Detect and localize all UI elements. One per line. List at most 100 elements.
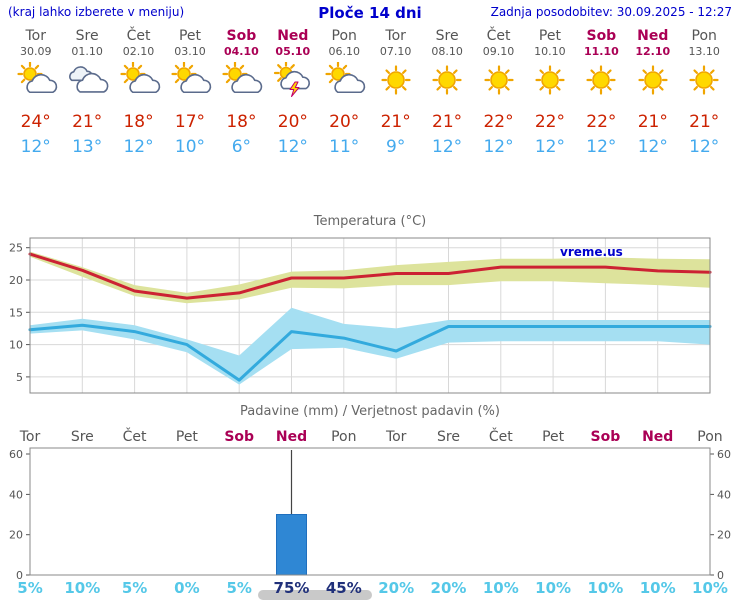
precip-probability: 5% [226, 579, 251, 597]
day-cell: Tor 30.09 24° 12° [10, 28, 61, 158]
day-date: 01.10 [71, 45, 103, 58]
precip-day-label: Pet [176, 429, 199, 445]
precip-day-label: Pon [331, 429, 356, 445]
day-low-temp: 12° [534, 137, 565, 157]
scrollbar-thumb[interactable] [258, 590, 372, 600]
svg-text:10: 10 [9, 339, 23, 352]
day-name: Pet [178, 28, 201, 44]
day-high-temp: 22° [483, 112, 514, 132]
precip-probability: 20% [431, 579, 467, 597]
day-low-temp: 11° [329, 137, 360, 157]
day-date: 02.10 [122, 45, 155, 58]
day-name: Pon [331, 28, 357, 44]
day-date: 07.10 [379, 45, 412, 58]
day-cell: Ned 12.10 21° 12° [627, 28, 678, 158]
precip-day-label: Sob [224, 429, 254, 445]
svg-text:60: 60 [717, 448, 731, 461]
day-high-temp: 17° [174, 112, 206, 132]
day-name: Tor [385, 28, 406, 44]
day-date: 11.10 [583, 45, 619, 58]
day-date: 03.10 [174, 45, 206, 58]
min-temp-band [30, 307, 710, 385]
precip-probability: 5% [17, 579, 42, 597]
precip-probability: 5% [122, 579, 147, 597]
day-date: 30.09 [19, 45, 52, 58]
day-high-temp: 22° [534, 112, 565, 132]
precip-probability: 10% [587, 579, 623, 597]
svg-text:15: 15 [9, 306, 23, 319]
day-name: Čet [126, 28, 151, 44]
svg-text:25: 25 [9, 242, 23, 255]
day-name: Pet [538, 28, 561, 44]
day-cell: Pet 03.10 17° 10° [164, 28, 215, 158]
precipitation-chart-title: Padavine (mm) / Verjetnost padavin (%) [240, 404, 500, 419]
day-cell: Pon 13.10 21° 12° [678, 28, 729, 158]
sunny-icon [421, 62, 472, 104]
day-low-temp: 13° [72, 137, 103, 157]
day-name: Sob [586, 28, 617, 44]
svg-text:60: 60 [9, 448, 23, 461]
precip-probability: 10% [483, 579, 519, 597]
day-cell: Pet 10.10 22° 12° [524, 28, 575, 158]
day-name: Ned [637, 28, 669, 44]
svg-text:5: 5 [16, 371, 23, 384]
partly-cloudy-icon [10, 61, 61, 104]
day-low-temp: 10° [174, 137, 206, 157]
day-cell: Čet 09.10 22° 12° [473, 28, 524, 158]
svg-text:20: 20 [717, 529, 731, 542]
day-name: Ned [277, 28, 309, 44]
last-update: Zadnja posodobitev: 30.09.2025 - 12:27 [490, 5, 732, 19]
sunny-icon [627, 62, 678, 104]
cloudy-icon [61, 62, 112, 104]
day-low-temp: 12° [483, 137, 514, 157]
day-high-temp: 21° [380, 112, 411, 132]
day-high-temp: 20° [277, 112, 308, 132]
day-low-temp: 12° [586, 137, 617, 157]
svg-text:20: 20 [9, 529, 23, 542]
precip-probability: 10% [64, 579, 100, 597]
day-name: Sre [435, 28, 459, 44]
precip-day-label: Ned [276, 429, 307, 445]
precip-day-label: Pet [542, 429, 565, 445]
sunny-icon [678, 62, 729, 104]
precip-bar [276, 514, 307, 576]
precip-probability: 45% [326, 579, 362, 597]
day-high-temp: 18° [226, 112, 257, 132]
page-title: Ploče 14 dni [318, 4, 422, 22]
precip-day-label: Sob [591, 429, 621, 445]
location-menu-hint: (kraj lahko izberete v meniju) [8, 5, 185, 19]
day-high-temp: 24° [20, 112, 51, 132]
day-date: 12.10 [635, 45, 671, 58]
sunny-icon [473, 62, 524, 104]
partly-cloudy-icon [319, 61, 370, 104]
day-low-temp: 12° [20, 137, 51, 157]
day-high-temp: 18° [123, 112, 154, 132]
day-cell: Sre 01.10 21° 13° [61, 28, 112, 158]
day-date: 04.10 [224, 45, 259, 58]
day-cell: Sre 08.10 21° 12° [421, 28, 472, 158]
days-row: Tor 30.09 24° 12° Sre 01.10 21° 13° Čet 02.10 18° 1… [10, 28, 730, 158]
temperature-chart-title: Temperatura (°C) [313, 214, 427, 229]
precip-day-label: Čet [489, 427, 513, 445]
day-date: 10.10 [534, 45, 566, 58]
day-cell: Ned 05.10 20° 12° [267, 28, 318, 158]
day-name: Sre [75, 28, 99, 44]
day-high-temp: 21° [689, 112, 720, 132]
watermark: vreme.us [560, 245, 623, 259]
precip-day-label: Tor [19, 429, 41, 445]
day-name: Pon [691, 28, 717, 44]
day-date: 09.10 [482, 45, 515, 58]
day-low-temp: 12° [689, 137, 720, 157]
day-date: 08.10 [431, 45, 463, 58]
svg-text:40: 40 [717, 488, 731, 501]
sunny-icon [576, 62, 627, 104]
day-name: Sob [226, 28, 257, 44]
svg-text:0: 0 [16, 569, 23, 582]
day-date: 05.10 [275, 45, 311, 58]
precip-day-label: Sre [71, 429, 94, 445]
day-cell: Sob 11.10 22° 12° [576, 28, 627, 158]
day-low-temp: 12° [637, 137, 668, 157]
precip-probability: 10% [640, 579, 676, 597]
day-high-temp: 22° [586, 112, 617, 132]
precip-day-label: Sre [437, 429, 460, 445]
